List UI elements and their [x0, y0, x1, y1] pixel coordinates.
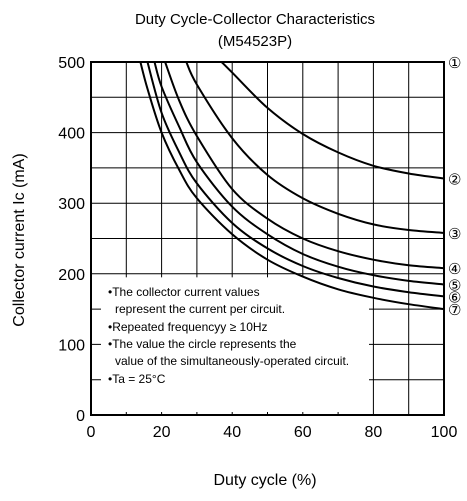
curve-label-3: ③	[448, 226, 461, 243]
curve-3	[185, 61, 445, 234]
x-tick-label: 60	[294, 424, 312, 441]
curve-2	[220, 61, 445, 180]
x-tick-labels: 0 20 40 60 80 100	[87, 424, 458, 441]
x-tick-label: 20	[153, 424, 171, 441]
y-tick-label: 500	[58, 55, 85, 72]
y-tick-labels: 0 100 200 300 400 500	[58, 55, 85, 425]
curve-label-5: ⑤	[448, 277, 461, 294]
curve-label-6: ⑥	[448, 289, 461, 306]
curve-label-7: ⑦	[448, 302, 461, 319]
curve-6	[146, 61, 445, 298]
note-line: •Repeated frequencyy ≥ 10Hz	[108, 320, 268, 334]
x-tick-label: 40	[223, 424, 241, 441]
note-line: •The collector current values	[108, 285, 260, 299]
curve-label-1: ①	[448, 55, 461, 72]
note-line: value of the simultaneously-operated cir…	[115, 354, 349, 368]
plot-frame	[90, 61, 445, 416]
x-axis-label: Duty cycle (%)	[213, 472, 316, 489]
note-line: represent the current per circuit.	[115, 302, 285, 316]
y-tick-label: 300	[58, 196, 85, 213]
y-tick-label: 200	[58, 267, 85, 284]
notes: •The collector current values represent t…	[108, 285, 349, 386]
notes-box	[101, 277, 369, 412]
curve-label-4: ④	[448, 261, 461, 278]
curve-label-2: ②	[448, 171, 461, 188]
x-tick-label: 0	[87, 424, 96, 441]
chart-title: Duty Cycle-Collector Characteristics	[135, 11, 375, 28]
x-tick-label: 100	[431, 424, 458, 441]
y-tick-label: 0	[76, 408, 85, 425]
notes-background	[101, 277, 369, 412]
curve-7	[139, 61, 445, 311]
y-axis-label: Collector current Ic (mA)	[11, 153, 28, 326]
curves	[139, 61, 445, 311]
x-tick-label: 80	[365, 424, 383, 441]
curve-5	[153, 61, 445, 286]
curve-4	[164, 61, 445, 270]
chart-subtitle: (M54523P)	[218, 33, 292, 50]
note-line: •The value the circle represents the	[108, 337, 297, 351]
y-tick-label: 100	[58, 337, 85, 354]
y-tick-label: 400	[58, 126, 85, 143]
note-line: •Ta = 25°C	[108, 372, 166, 386]
